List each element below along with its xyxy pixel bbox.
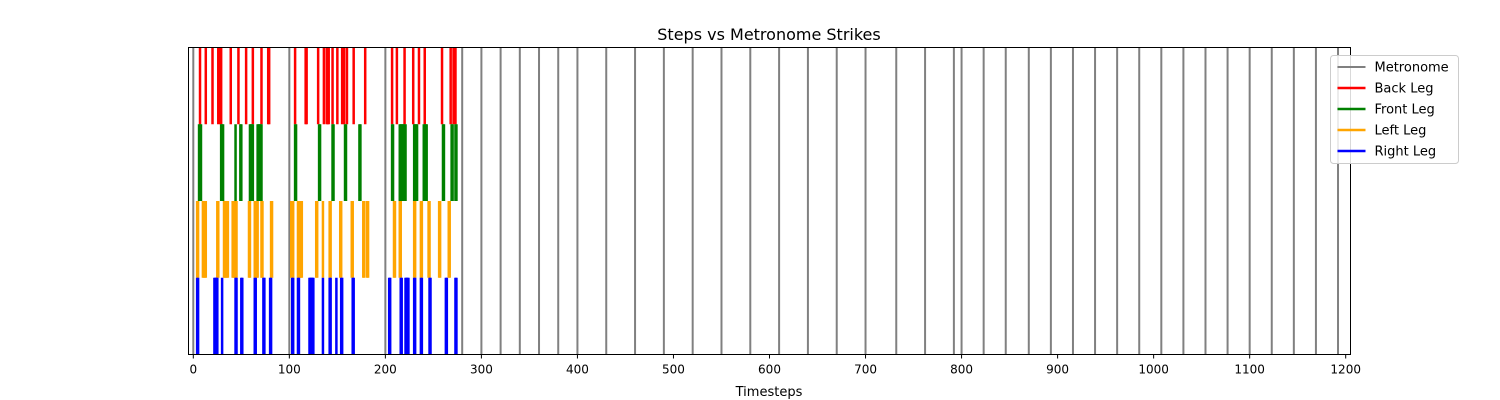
- legend: Metronome Back Leg Front Leg Left Leg Right …: [1330, 55, 1459, 164]
- chart-title: Steps vs Metronome Strikes: [657, 25, 880, 44]
- legend-box: [1330, 55, 1459, 164]
- x-tick-label-8: 800: [950, 363, 973, 377]
- x-tick-label-4: 400: [566, 363, 589, 377]
- x-tick-label-0: 0: [189, 363, 197, 377]
- x-tick-label-7: 700: [854, 363, 877, 377]
- plot-area: [192, 47, 1340, 355]
- legend-label-right-leg: Right Leg: [1375, 145, 1437, 160]
- x-tick-label-2: 200: [374, 363, 397, 377]
- legend-label-front-leg: Front Leg: [1375, 103, 1435, 118]
- legend-label-back-leg: Back Leg: [1375, 82, 1434, 97]
- x-tick-label-10: 1000: [1138, 363, 1169, 377]
- x-tick-label-3: 300: [470, 363, 493, 377]
- axes-frame: [188, 47, 1351, 355]
- x-tick-label-1: 100: [278, 363, 301, 377]
- x-axis-label: Timesteps: [735, 385, 803, 400]
- x-tick-label-11: 1100: [1234, 363, 1265, 377]
- x-tick-label-12: 1200: [1330, 363, 1361, 377]
- legend-label-metronome: Metronome: [1375, 61, 1449, 76]
- x-tick-label-5: 500: [662, 363, 685, 377]
- x-tick-label-9: 900: [1046, 363, 1069, 377]
- x-axis-ticks: 0 100 200 300 400 500 600 700 800 900 1000 1100 1200: [189, 354, 1361, 377]
- x-tick-label-6: 600: [758, 363, 781, 377]
- legend-label-left-leg: Left Leg: [1375, 124, 1427, 139]
